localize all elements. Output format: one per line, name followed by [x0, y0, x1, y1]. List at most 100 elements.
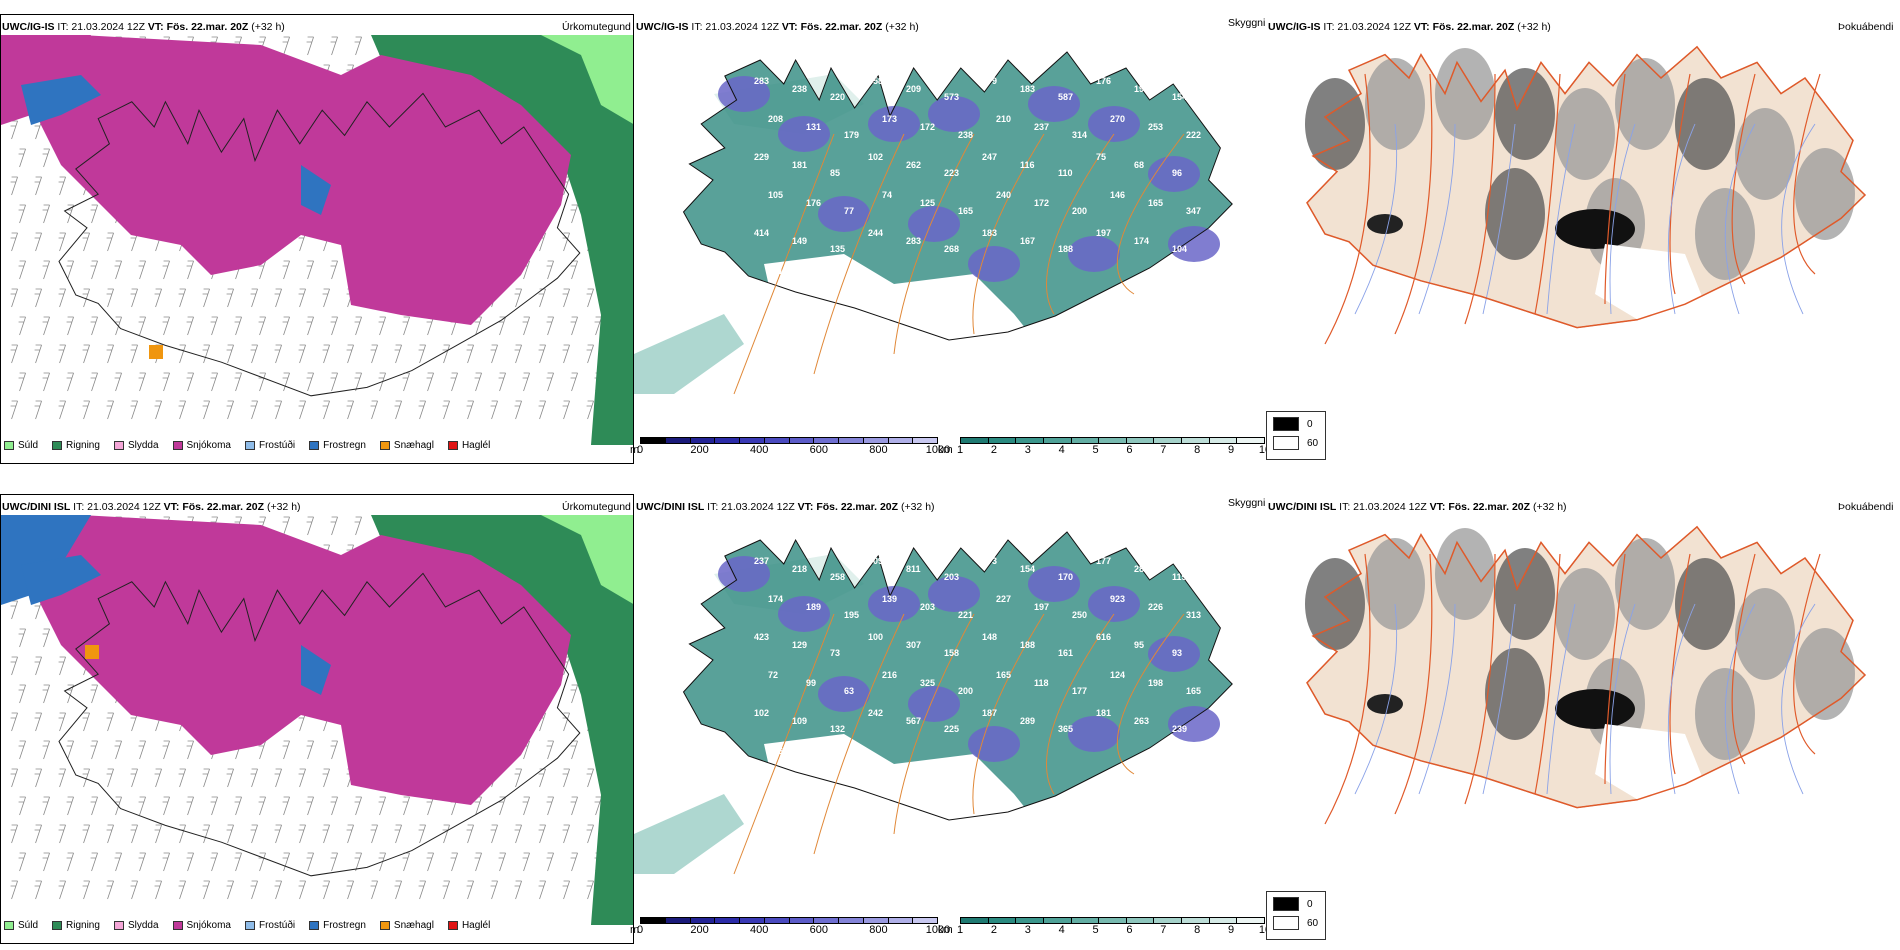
lead-time: (+32 h)	[266, 501, 301, 513]
cloud-base-label: 135	[830, 244, 845, 254]
wind-barb	[594, 316, 602, 336]
road	[1731, 73, 1756, 285]
wind-barb	[42, 260, 50, 280]
low-cloud-base-area	[968, 726, 1020, 762]
river	[1546, 123, 1576, 315]
cloud-base-label: 104	[1172, 244, 1187, 254]
wind-barb	[66, 316, 74, 336]
cloud-base-label: 244	[868, 228, 883, 238]
legend-label: Snjókoma	[186, 439, 231, 451]
colorbar-m-unit: m	[630, 444, 640, 456]
wind-barb	[514, 344, 522, 364]
road	[1604, 553, 1626, 785]
fog-key-row: 60	[1273, 436, 1319, 450]
colorbar-tick: 5	[1092, 444, 1099, 456]
wind-barb	[42, 684, 50, 704]
wind-barb	[82, 400, 90, 420]
snow-area	[21, 35, 571, 325]
colorbar-tick: 2	[990, 444, 997, 456]
fog-index-area	[1615, 538, 1675, 630]
wind-barb	[322, 768, 330, 788]
cloud-base-label: 253	[1148, 122, 1163, 132]
wind-barb	[106, 880, 114, 900]
legend-label: Rigning	[66, 919, 100, 931]
legend-label: Frostregn	[323, 919, 366, 931]
cloud-base-label: 161	[1058, 648, 1073, 658]
glacier	[1595, 244, 1705, 324]
wind-barb	[106, 344, 114, 364]
wind-barb	[562, 712, 570, 732]
low-cloud-base-area	[1088, 106, 1140, 142]
wind-barb	[162, 372, 170, 392]
wind-barb	[298, 768, 306, 788]
colorbar-cell	[1126, 438, 1155, 443]
road	[1604, 73, 1626, 305]
wind-barb	[346, 880, 354, 900]
snow-pellets-area	[149, 345, 163, 359]
fog-key-top: 0 60	[1266, 411, 1326, 460]
wind-barb	[82, 712, 90, 732]
wind-barb	[306, 796, 314, 816]
header-cloud-top: UWC/IG-IS IT: 21.03.2024 12Z VT: Fös. 22…	[636, 21, 919, 33]
freezing-rain-area	[1, 35, 91, 125]
fog-index-area	[1555, 568, 1615, 660]
wind-barb	[306, 316, 314, 336]
precip-panel-bottom	[0, 494, 634, 944]
wind-barb	[306, 372, 314, 392]
header-fog-top: UWC/IG-IS IT: 21.03.2024 12Z VT: Fös. 22…	[1268, 21, 1551, 33]
wind-barb	[162, 796, 170, 816]
colorbar-tick: 8	[1194, 444, 1201, 456]
road	[1793, 553, 1821, 755]
wind-barb	[34, 768, 42, 788]
wind-barb	[58, 232, 66, 252]
wind-barb	[34, 400, 42, 420]
legend-swatch	[52, 920, 63, 930]
wind-barb	[178, 768, 186, 788]
wind-barb	[210, 316, 218, 336]
cloud-base-label: 129	[792, 640, 807, 650]
colorbar-m-unit: m	[630, 924, 640, 936]
model-name: UWC/DINI ISL	[1268, 501, 1337, 513]
wind-barb	[354, 316, 362, 336]
wind-barb	[322, 288, 330, 308]
wind-barb	[322, 880, 330, 900]
fog-index-area	[1555, 209, 1635, 249]
wind-barb	[138, 740, 146, 760]
cloud-base-label: 200	[1072, 206, 1087, 216]
wind-barb	[514, 880, 522, 900]
wind-barb	[370, 880, 378, 900]
legend-item: Frostúði	[244, 440, 295, 451]
wind-barb	[210, 372, 218, 392]
freezing-rain-area	[301, 645, 331, 695]
colorbar-cell	[740, 918, 765, 923]
legend-swatch	[379, 440, 390, 450]
wind-barb	[226, 288, 234, 308]
river	[1418, 603, 1456, 795]
wind-barb	[514, 824, 522, 844]
colorbar-cell	[814, 438, 839, 443]
cloud-base-label: 99	[806, 678, 816, 688]
colorbar-cell	[1237, 438, 1265, 443]
low-cloud-base-area	[908, 206, 960, 242]
cloud-base-label: 197	[1034, 602, 1049, 612]
wind-barb	[210, 852, 218, 872]
cloud-base-label: 96	[1172, 168, 1182, 178]
colorbar-tick: 4	[1058, 924, 1065, 936]
low-cloud-base-area	[928, 96, 980, 132]
wind-barb	[546, 796, 554, 816]
wind-barb	[514, 768, 522, 788]
cloud-base-label: 221	[958, 610, 973, 620]
legend-label: Súld	[18, 439, 39, 451]
fog-index-area	[1555, 689, 1635, 729]
legend-label: Rigning	[66, 439, 100, 451]
lead-time: (+32 h)	[900, 501, 935, 513]
road	[1116, 133, 1185, 295]
colorbar-tick: 8	[1194, 924, 1201, 936]
wind-barb	[138, 796, 146, 816]
wind-barb	[330, 316, 338, 336]
cloud-base-label: 174	[1134, 236, 1149, 246]
wind-barb	[18, 852, 26, 872]
colorbar-cell	[1099, 438, 1127, 443]
wind-barb	[10, 176, 18, 196]
wind-barb	[234, 316, 242, 336]
